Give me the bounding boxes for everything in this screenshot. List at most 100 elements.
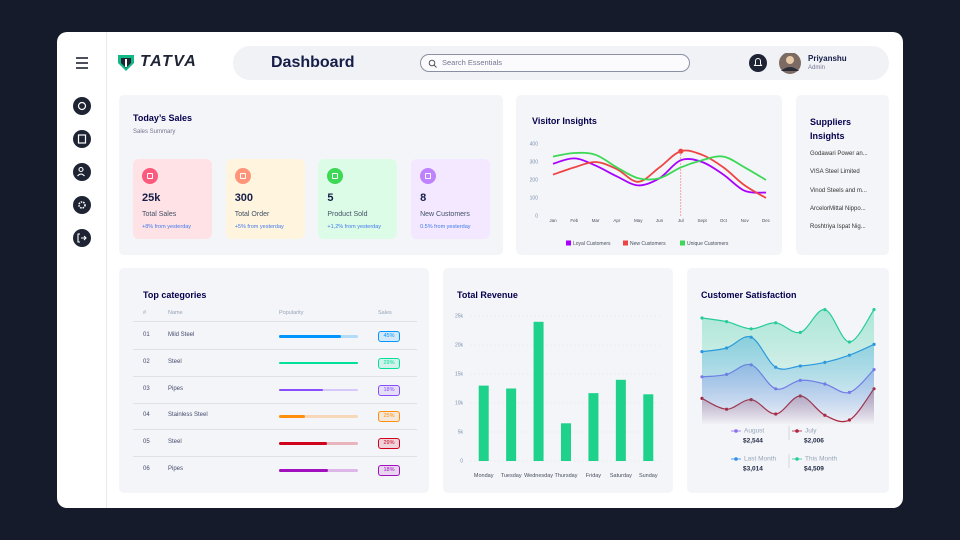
user-name: Priyanshu <box>808 54 847 63</box>
chart-title: Visitor Insights <box>532 116 597 126</box>
row-rank: 03 <box>143 385 150 392</box>
card-change: +8% from yesterday <box>142 224 192 230</box>
card-icon <box>420 168 437 184</box>
logo-text: TATVA <box>140 53 198 70</box>
menu-icon[interactable] <box>76 57 88 69</box>
row-divider <box>133 456 417 458</box>
popularity-bar <box>279 469 328 472</box>
sales-card: 25k Total Sales +8% from yesterday <box>133 159 212 239</box>
card-label: Product Sold <box>327 211 368 218</box>
popularity-bar <box>279 442 328 445</box>
popularity-bar <box>279 361 358 365</box>
card-change: +5% from yesterday <box>234 224 284 230</box>
sidebar <box>73 57 91 247</box>
card-value: 25k <box>142 192 161 204</box>
visitor-insights-panel: Visitor Insights <box>516 95 782 255</box>
card-value: 300 <box>234 192 254 204</box>
row-name: Steel <box>168 439 182 446</box>
chart-title: Total Revenue <box>457 290 518 300</box>
panel-title: Suppliers Insights <box>810 117 852 141</box>
popularity-bar <box>279 415 306 418</box>
popularity-track <box>279 388 358 392</box>
row-divider <box>133 402 417 404</box>
nav-icon[interactable] <box>73 163 91 181</box>
row-divider <box>133 349 417 350</box>
card-label: Total Order <box>234 211 270 218</box>
card-label: Total Sales <box>142 211 177 218</box>
icon-glyph <box>239 173 246 179</box>
sales-badge: 29% <box>378 357 400 369</box>
popularity-track <box>279 361 358 365</box>
row-rank: 06 <box>143 466 150 472</box>
logo-icon <box>118 55 134 71</box>
column-header: Sales <box>378 310 392 316</box>
card-label: New Customers <box>420 211 470 218</box>
supplier-item: Vinod Steels and m... <box>810 187 867 194</box>
user-area <box>749 53 801 74</box>
row-name: Pipes <box>168 385 184 392</box>
user-role: Admin <box>808 65 826 71</box>
nav-icon[interactable] <box>73 196 91 214</box>
supplier-item: VISA Steel Limited <box>810 169 860 176</box>
sales-badge: 18% <box>378 384 400 396</box>
row-name: Stainless Steel <box>168 412 208 419</box>
row-divider <box>133 375 417 377</box>
card-value: 5 <box>327 192 334 204</box>
sales-card: 300 Total Order +5% from yesterday <box>225 159 305 239</box>
row-rank: 05 <box>143 439 150 446</box>
chart-title: Customer Satisfaction <box>701 290 797 300</box>
total-revenue-panel: Total Revenue <box>443 268 673 493</box>
notification-bell[interactable] <box>749 54 767 72</box>
avatar[interactable] <box>779 53 801 74</box>
card-icon <box>327 168 344 184</box>
column-header: # <box>143 310 147 316</box>
sales-card: 5 Product Sold +1,2% from yesterday <box>318 159 398 239</box>
customer-satisfaction-panel: Customer Satisfaction <box>687 268 889 493</box>
card-change: +1,2% from yesterday <box>327 224 382 230</box>
page-title: Dashboard <box>271 54 355 71</box>
popularity-track <box>279 415 358 418</box>
card-icon <box>142 168 158 184</box>
popularity-track <box>279 442 358 445</box>
card-value: 8 <box>420 192 427 204</box>
nav-icon[interactable] <box>73 229 91 247</box>
row-name: Steel <box>168 358 182 365</box>
panel-title: Today’s Sales <box>133 113 193 123</box>
row-divider <box>133 429 417 431</box>
search-icon <box>428 59 437 68</box>
icon-glyph <box>147 173 153 179</box>
supplier-item: Godawari Power an... <box>810 151 868 157</box>
nav-icon[interactable] <box>73 97 91 115</box>
column-header: Name <box>168 310 183 316</box>
row-rank: 02 <box>143 358 150 365</box>
sales-badge: 29% <box>378 438 400 450</box>
row-rank: 01 <box>143 332 150 338</box>
sidebar-divider <box>106 32 107 508</box>
popularity-bar <box>279 335 341 338</box>
search-box[interactable]: Search Essentials <box>420 54 690 72</box>
panel-title: Top categories <box>143 290 207 300</box>
sales-badge: 18% <box>378 465 400 476</box>
top-categories-panel: Top categories <box>119 268 429 493</box>
nav-icon[interactable] <box>73 130 91 148</box>
row-divider <box>133 321 417 322</box>
icon-glyph <box>425 173 432 179</box>
search-placeholder: Search Essentials <box>442 58 503 67</box>
sales-badge: 45% <box>378 331 400 342</box>
card-change: 0.5% from yesterday <box>420 224 471 230</box>
panel-subtitle: Sales Summary <box>133 129 176 135</box>
sales-card: 8 New Customers 0.5% from yesterday <box>411 159 491 239</box>
row-name: Pipes <box>168 466 184 472</box>
popularity-track <box>279 469 358 472</box>
supplier-item: ArcelorMittal Nippo... <box>810 205 866 212</box>
row-rank: 04 <box>143 412 150 419</box>
popularity-track <box>279 335 358 338</box>
sales-badge: 25% <box>378 411 400 423</box>
icon-glyph <box>332 173 339 179</box>
card-icon <box>234 168 251 184</box>
suppliers-panel: Suppliers Insights <box>796 95 889 255</box>
supplier-item: Roshtriya Ispat Nig... <box>810 224 866 231</box>
column-header: Popularity <box>279 310 304 316</box>
row-name: Mild Steel <box>168 332 195 338</box>
